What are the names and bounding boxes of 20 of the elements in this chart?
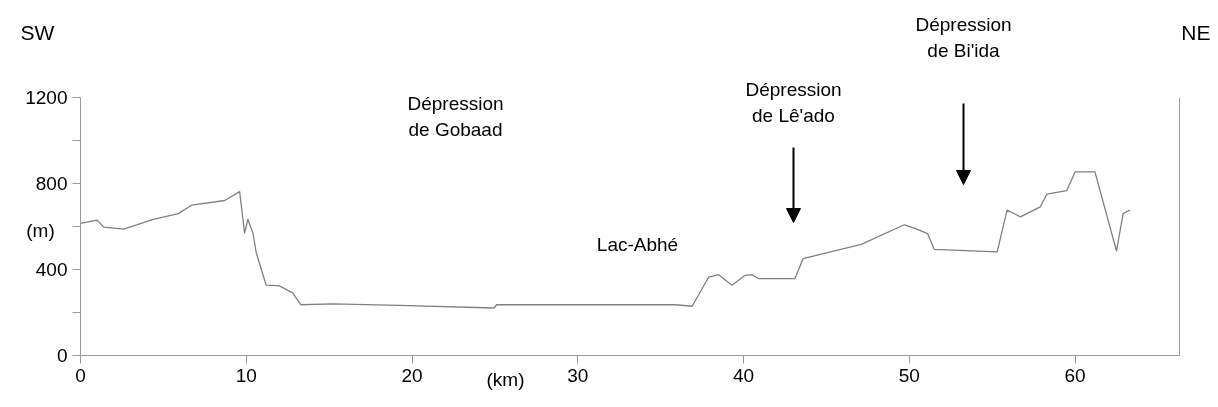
y-axis-title: (m) — [26, 220, 55, 241]
y-tick-label: 1200 — [25, 87, 68, 108]
annotation: Lac-Abhé — [596, 233, 679, 255]
x-tick-label: 50 — [898, 364, 920, 386]
text: Dépression de Bi'ida — [915, 13, 1012, 61]
annotation: Dépression de Gobaad — [407, 92, 504, 140]
x-axis-title: (km) — [486, 368, 525, 390]
annotation: Dépression de Lê'ado — [745, 78, 842, 126]
x-tick-label: 0 — [75, 364, 86, 386]
y-tick-label: 800 — [35, 173, 68, 194]
text: NE — [1181, 20, 1211, 44]
x-tick-label: 30 — [567, 364, 589, 386]
line-series — [79, 171, 1131, 309]
x-tick-label: 10 — [235, 364, 257, 386]
y-tick-label: 0 — [56, 345, 68, 366]
y-tick-label: 400 — [35, 259, 68, 280]
text: SW — [20, 20, 55, 44]
x-tick-label: 40 — [732, 364, 755, 386]
x-tick-label: 20 — [401, 364, 423, 386]
x-tick-label: 60 — [1064, 364, 1086, 386]
